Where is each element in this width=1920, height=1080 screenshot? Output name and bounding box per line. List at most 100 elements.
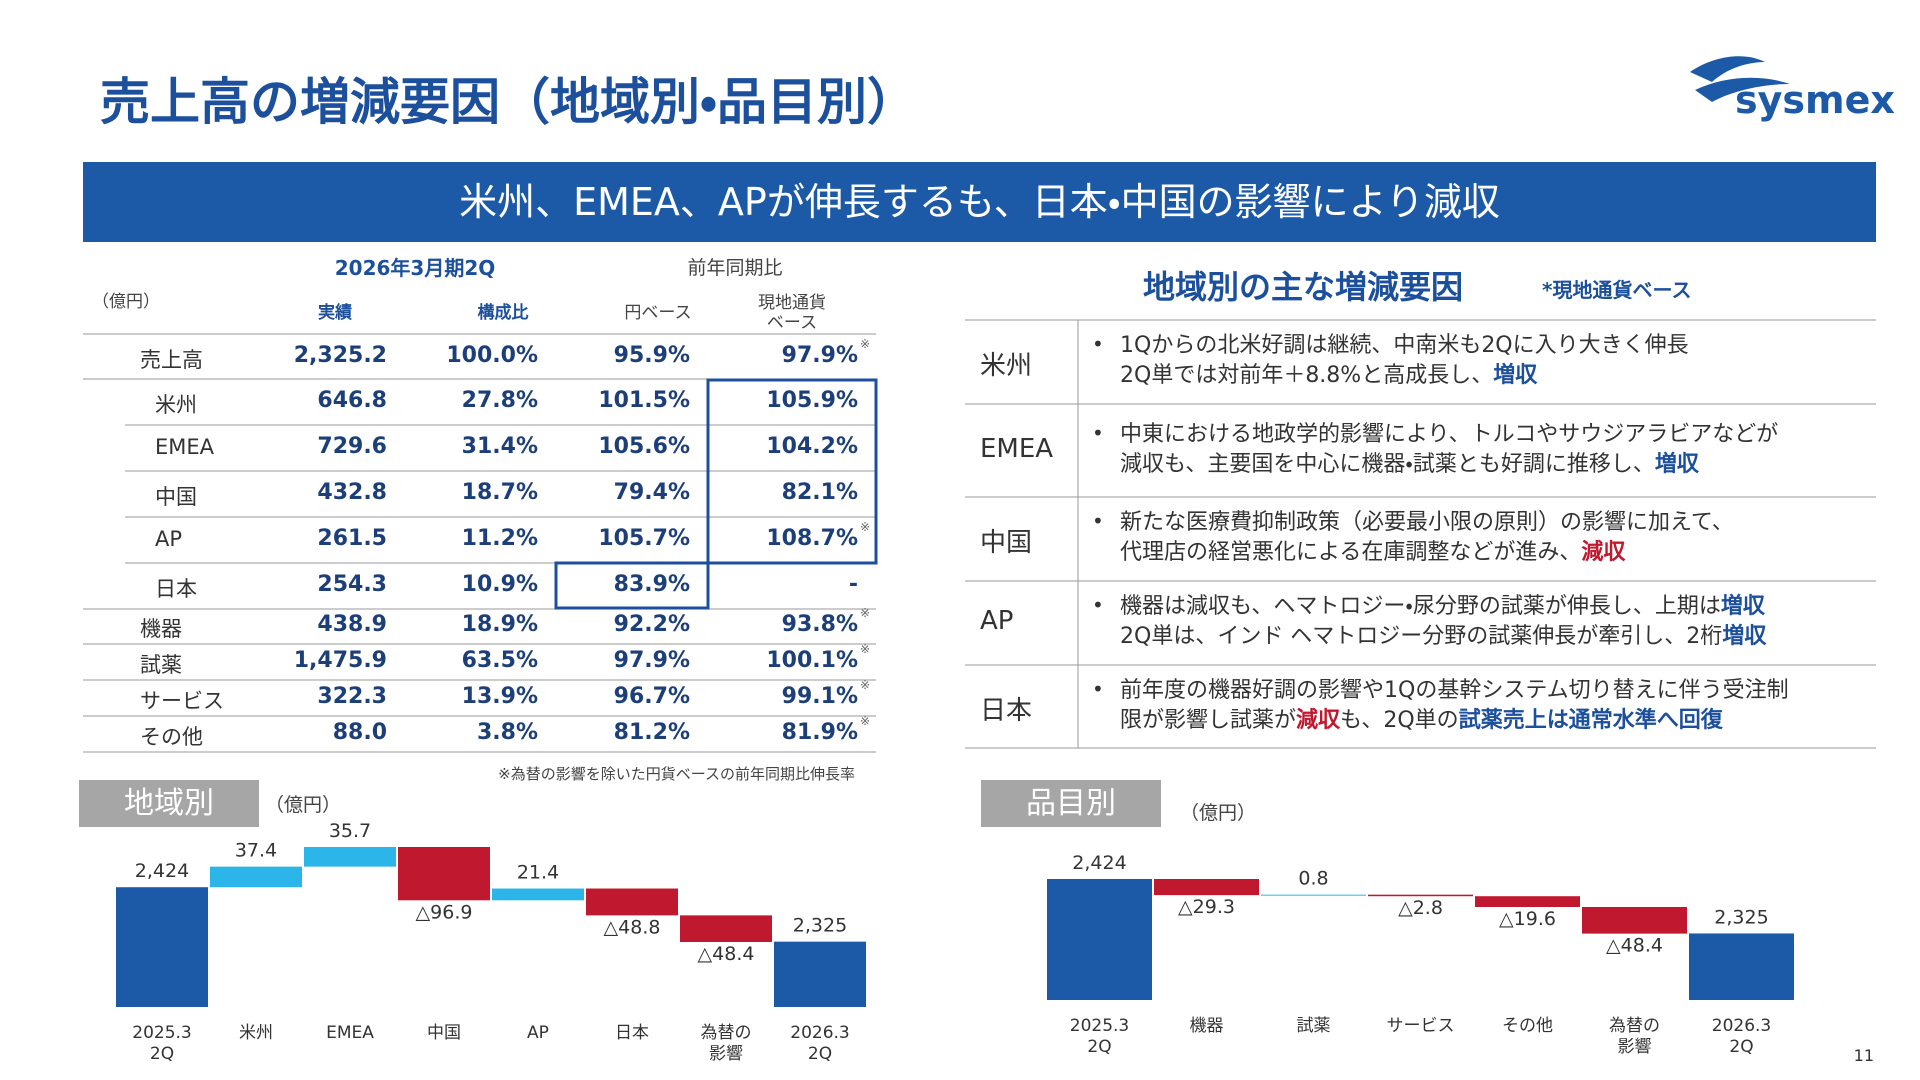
text-segment: 増収	[1654, 451, 1699, 477]
bar	[1475, 896, 1580, 907]
category-label: 日本	[615, 1023, 649, 1043]
table-cell: 31.4%	[461, 434, 538, 459]
row-name: 中国	[155, 485, 197, 509]
data-label: 35.7	[329, 820, 371, 842]
bar	[304, 847, 396, 867]
slide-title: 売上高の増減要因（地域別・品目別）	[100, 73, 917, 131]
note-mark: ※	[860, 642, 871, 656]
table-cell: 83.9%	[613, 572, 690, 597]
row-name: 試薬	[140, 653, 182, 677]
factor-text: 機器は減収も、ヘマトロジー・尿分野の試薬が伸長し、上期は増収 2Q単は、インド …	[1120, 592, 1766, 652]
category-label: EMEA	[326, 1023, 374, 1043]
data-label: △29.3	[1178, 896, 1235, 918]
table-cell: 81.2%	[613, 720, 690, 745]
bar	[398, 847, 490, 901]
bar	[210, 866, 302, 888]
table-cell: 10.9%	[461, 572, 538, 597]
table-cell: 11.2%	[461, 526, 538, 551]
category-label: AP	[527, 1023, 549, 1043]
region-label: EMEA	[980, 433, 1054, 464]
category-label: 為替の 影響	[700, 1023, 752, 1064]
table-cell: 96.7%	[613, 684, 690, 709]
category-label: 機器	[1189, 1016, 1224, 1036]
text-segment: 減収	[1296, 707, 1341, 733]
highlight-box	[706, 378, 878, 565]
bullet: •	[1092, 593, 1104, 617]
category-label: 2025.3 2Q	[1069, 1016, 1130, 1057]
column-header: 円ベース	[624, 303, 692, 323]
column-header: 実績	[318, 303, 352, 323]
logo: sysmex	[1735, 78, 1895, 122]
table-cell: 81.9%	[781, 720, 858, 745]
table-cell: 18.9%	[461, 612, 538, 637]
bar	[1582, 906, 1687, 934]
column-header: 現地通貨 ベース	[758, 293, 826, 333]
row-name: 機器	[140, 617, 182, 641]
data-label: △2.8	[1398, 897, 1443, 919]
table-cell: 27.8%	[461, 388, 538, 413]
factor-text: 新たな医療費抑制政策（必要最小限の原則）の影響に加えて、 代理店の経営悪化による…	[1120, 508, 1734, 568]
table-cell: 99.1%	[781, 684, 858, 709]
footnote: ※為替の影響を除いた円貨ベースの前年同期比伸長率	[498, 765, 855, 783]
text-segment: 前年度の機器好調の影響や1Qの基幹システム切り替えに伴う受注制 限が影響し試薬が	[1120, 677, 1789, 733]
bar	[1047, 879, 1152, 1000]
category-label: サービス	[1386, 1016, 1455, 1036]
category-label: 2026.3 2Q	[790, 1023, 850, 1064]
region-label: 中国	[980, 528, 1033, 558]
table-cell: 97.9%	[613, 648, 690, 673]
row-name: サービス	[140, 689, 224, 713]
bar	[680, 915, 772, 942]
note-mark: ※	[860, 606, 871, 620]
data-label: △48.4	[698, 943, 755, 965]
data-label: 2,325	[793, 915, 847, 937]
row-name: 米州	[155, 393, 197, 417]
data-label: △48.8	[604, 916, 661, 938]
column-header: 構成比	[477, 303, 529, 323]
region-label: AP	[980, 606, 1014, 636]
section-note: *現地通貨ベース	[1542, 278, 1692, 302]
table-cell: 100.1%	[766, 648, 858, 673]
region-label: 日本	[980, 695, 1033, 726]
table-cell: 88.0	[332, 720, 387, 745]
table-cell: 322.3	[317, 684, 387, 709]
chart-unit: （億円）	[1180, 802, 1257, 824]
banner: 米州、EMEA、APが伸長するも、日本・中国の影響により減収	[83, 162, 1876, 242]
table-cell: 646.8	[317, 388, 387, 413]
table-cell: -	[848, 572, 858, 597]
bar	[1689, 933, 1794, 1000]
chart-title: 地域別	[79, 780, 259, 827]
category-label: 試薬	[1296, 1016, 1331, 1036]
text-segment: 新たな医療費抑制政策（必要最小限の原則）の影響に加えて、 代理店の経営悪化による…	[1120, 510, 1734, 565]
factor-text: 1Qからの北米好調は継続、中南米も2Qに入り大きく伸長 2Q単では対前年＋8.8…	[1120, 331, 1689, 391]
bullet: •	[1092, 676, 1104, 701]
table-cell: 79.4%	[613, 480, 690, 505]
text-segment: も、2Q単の	[1340, 707, 1459, 733]
table-cell: 100.0%	[446, 343, 538, 368]
table-cell: 261.5	[317, 526, 387, 551]
data-label: △96.9	[416, 901, 473, 923]
bar	[492, 888, 584, 901]
highlight-box	[554, 561, 710, 610]
row-name: 売上高	[140, 348, 203, 372]
table-cell: 2,325.2	[293, 343, 387, 368]
data-label: 21.4	[517, 862, 559, 884]
region-label: 米州	[980, 351, 1033, 381]
data-label: 37.4	[235, 840, 277, 862]
factor-text: 中東における地政学的影響により、トルコやサウジアラビアなどが 減収も、主要国を中…	[1120, 420, 1778, 480]
table-cell: 108.7%	[766, 526, 858, 551]
table-cell: 82.1%	[781, 480, 858, 505]
text-segment: 機器は減収も、ヘマトロジー・尿分野の試薬が伸長し、上期は	[1120, 594, 1721, 619]
row-name: その他	[140, 725, 203, 749]
data-label: △48.4	[1606, 935, 1663, 957]
text-segment: 増収	[1720, 594, 1765, 619]
bar	[116, 887, 208, 1007]
text-segment: 試薬売上は通常水準へ回復	[1458, 707, 1723, 733]
table-cell: 18.7%	[461, 480, 538, 505]
chart-unit: （億円）	[265, 794, 342, 816]
table-cell: 104.2%	[766, 434, 858, 459]
text-segment: 増収	[1493, 363, 1538, 388]
table-cell: 1,475.9	[293, 648, 387, 673]
table-cell: 3.8%	[476, 720, 538, 745]
